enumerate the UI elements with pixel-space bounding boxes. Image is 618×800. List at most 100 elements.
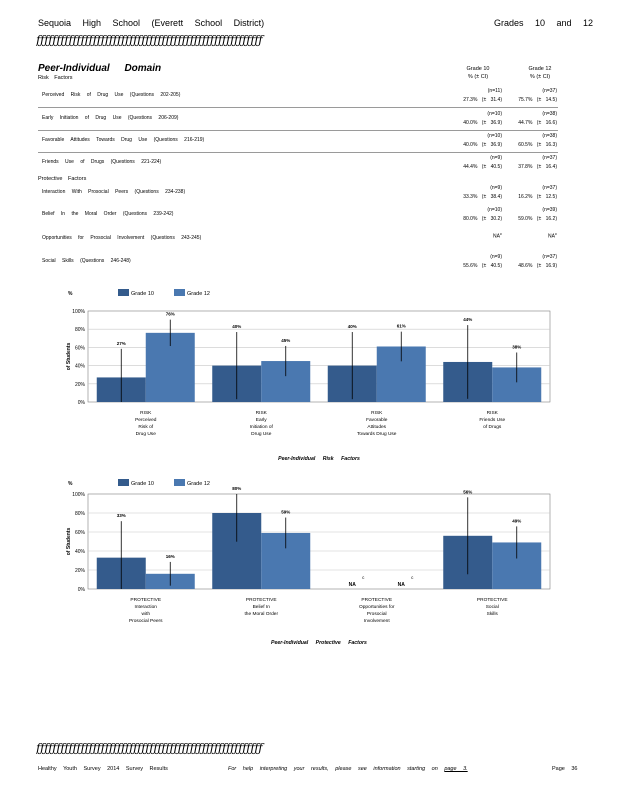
category-label: Early [256,417,268,423]
data-label: 38% [512,344,521,349]
y-tick-label: 20% [75,568,86,574]
row-divider [38,130,558,131]
col-grade10: Grade 10 [466,66,490,72]
grade10-n: (n=9) [490,254,502,260]
grade12-n: (n=39) [542,207,557,213]
y-axis-symbol: % [68,291,73,297]
grade10-n: (n=9) [490,185,502,191]
category-label: RISK [487,410,499,416]
category-label: PROTECTIVE [246,597,277,603]
grade10-n: (n=11) [487,88,502,94]
grade12-value: 59.0% (± 16.2) [518,216,557,222]
category-label: Perceived [135,417,157,423]
grade10-value: 55.6% (± 40.5) [463,263,502,269]
category-label: Drug Use [136,431,157,437]
legend-swatch [174,289,185,296]
legend-label: Grade 12 [187,481,210,487]
footer-page-link[interactable]: page 3. [444,766,468,772]
risk-factors-chart: 0% 20% 40% 60% 80% 100% Grade 10 Grade 12% of St… [66,289,551,462]
grade10-value: 44.4% (± 40.5) [463,164,502,170]
grade12-n: (n=37) [542,185,557,191]
category-label: Interaction [135,604,158,610]
na-footnote: c [500,231,502,236]
category-label: Friends Use [479,417,505,423]
grades-label: Grades 10 and 12 [494,18,594,28]
legend-swatch [118,479,129,486]
category-label: Skills [487,611,499,617]
risk-row-label: Favorable Attitudes Towards Drug Use (Qu… [42,137,205,143]
category-label: RISK [256,410,268,416]
category-label: Towards Drug Use [357,431,397,437]
data-label: 40% [348,324,357,329]
y-tick-label: 80% [75,327,86,333]
category-label: Opportunities for [359,604,395,610]
na-label: NA [349,582,357,588]
ornament-top: ƒƒƒƒƒƒƒƒƒƒƒƒƒƒƒƒƒƒƒƒƒƒƒƒƒƒƒƒƒƒƒƒƒƒƒƒƒƒƒƒ… [36,33,263,47]
data-label: 80% [232,486,241,491]
row-divider [38,152,558,153]
category-label: Risk of [138,424,153,430]
grade12-value: 44.7% (± 16.6) [518,120,557,126]
data-label: 44% [463,317,472,322]
grade12-n: (n=37) [542,88,557,94]
y-tick-label: 20% [75,382,86,388]
protective-row-label: Opportunities for Prosocial Involvement … [42,235,202,241]
footer-survey: Healthy Youth Survey 2014 Survey Results [38,766,168,772]
risk-factors-heading: Risk Factors [38,75,73,81]
category-label: Involvement [364,618,391,624]
grade10-n: (n=10) [487,207,502,213]
y-tick-label: 0% [78,587,86,593]
grade10-n: (n=10) [487,133,502,139]
grade12-value: 60.5% (± 16.3) [518,142,557,148]
col-grade12-sub: % (± CI) [529,74,551,80]
risk-row-label: Friends Use of Drugs (Questions 221-224) [42,159,162,165]
grade12-value: 37.8% (± 16.4) [518,164,557,170]
grade10-value: 33.3% (± 38.4) [463,194,502,200]
na-footnote: c [411,575,414,580]
data-label: 76% [166,312,175,317]
category-label: Prosocial [367,611,387,617]
category-label: Drug Use [251,431,272,437]
grade12-n: NAc [548,231,557,240]
x-axis-label: Peer-Individual Risk Factors [278,456,360,462]
y-tick-label: 80% [75,511,86,517]
category-label: Favorable [366,417,388,423]
school-name: Sequoia High School (Everett School Dist… [38,18,265,28]
y-axis-label: of Students [66,343,72,371]
category-label: with [141,611,150,617]
category-label: PROTECTIVE [361,597,392,603]
col-grade12: Grade 12 [528,66,552,72]
protective-row-label: Social Skills (Questions 246-248) [42,258,131,264]
x-axis-label: Peer-Individual Protective Factors [271,640,367,646]
grade12-n: (n=38) [542,133,557,139]
y-tick-label: 60% [75,345,86,351]
grade10-value: 80.0% (± 30.2) [463,216,502,222]
risk-row-label: Perceived Risk of Drug Use (Questions 20… [42,92,181,98]
y-tick-label: 60% [75,530,86,536]
protective-row-label: Belief In the Moral Order (Questions 239… [42,211,174,217]
data-label: 27% [117,341,126,346]
y-tick-label: 100% [72,309,85,315]
data-label: 45% [281,338,290,343]
category-label: RISK [140,410,152,416]
grade10-n: (n=9) [490,155,502,161]
category-label: the Moral Order [244,611,278,617]
data-label: 59% [281,510,290,515]
protective-factors-chart: 0% 20% 40% 60% 80% 100% Grade 10 Grade 12% of St… [66,479,551,646]
y-tick-label: 0% [78,400,86,406]
footer-help: For help interpreting your results, plea… [228,766,468,772]
grade10-value: 40.0% (± 36.9) [463,120,502,126]
y-tick-label: 40% [75,549,86,555]
data-label: 16% [166,554,175,559]
protective-factors-heading: Protective Factors [38,176,87,182]
ornament-bottom: ƒƒƒƒƒƒƒƒƒƒƒƒƒƒƒƒƒƒƒƒƒƒƒƒƒƒƒƒƒƒƒƒƒƒƒƒƒƒƒƒ… [36,741,263,755]
category-label: Prosocial Peers [129,618,163,624]
grade12-n: (n=37) [542,254,557,260]
category-label: RISK [371,410,383,416]
legend-label: Grade 10 [131,291,154,297]
category-label: of Drugs [483,424,502,430]
legend-label: Grade 12 [187,291,210,297]
category-label: PROTECTIVE [477,597,508,603]
data-label: 56% [463,489,472,494]
grade10-n: (n=10) [487,111,502,117]
